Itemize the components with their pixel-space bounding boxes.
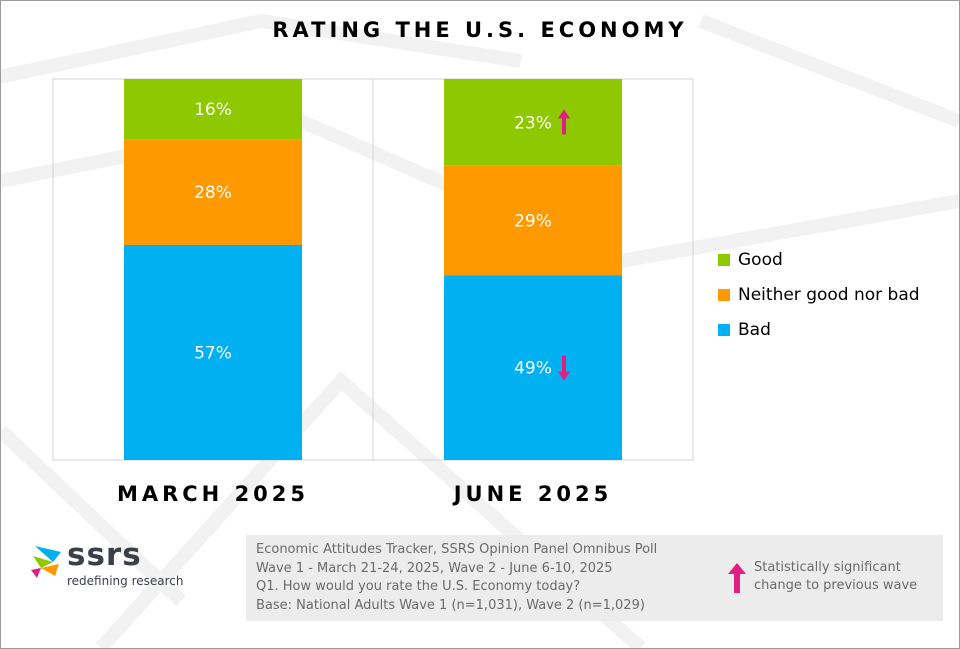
methodology-notes: Economic Attitudes Tracker, SSRS Opinion… [246, 535, 943, 621]
data-label-good-1: 23% [514, 113, 552, 133]
legend-swatch-good [718, 253, 730, 266]
legend-label-bad: Bad [738, 319, 771, 340]
data-label-neither-1: 29% [514, 211, 552, 231]
legend-swatch-neither [718, 288, 730, 301]
bar-segment-bad-1 [444, 275, 622, 460]
bar-segment-neither-1 [444, 165, 622, 276]
note-line-survey: Economic Attitudes Tracker, SSRS Opinion… [256, 542, 658, 557]
ssrs-logo: ssrs redefining research [31, 537, 231, 594]
data-label-bad-0: 57% [194, 343, 232, 363]
significance-key-text: Statistically significant change to prev… [754, 560, 918, 593]
legend-item-neither: Neither good nor bad [718, 277, 920, 312]
category-label-1: JUNE 2025 [452, 482, 613, 506]
bar-segment-neither-0 [124, 139, 302, 245]
logo-tagline: redefining research [67, 574, 184, 588]
legend-item-good: Good [718, 242, 920, 277]
logo-wordmark: ssrs [67, 537, 142, 573]
note-lines: Economic Attitudes Tracker, SSRS Opinion… [256, 541, 657, 615]
bar-segment-good-1 [444, 79, 622, 166]
data-label-good-0: 16% [194, 100, 232, 120]
legend: Good Neither good nor bad Bad [718, 242, 920, 347]
legend-label-good: Good [738, 249, 783, 270]
category-label-0: MARCH 2025 [117, 482, 309, 506]
bar-segment-bad-0 [124, 244, 302, 460]
stacked-bar-chart: 16% 28% 57% 23% 29% 49% MARCH 2025 JUNE 2025 [52, 78, 694, 506]
significance-down-arrow-icon [558, 355, 570, 381]
bar-segment-good-0 [124, 79, 302, 140]
significance-up-arrow-icon [558, 109, 570, 135]
note-line-question: Q1. How would you rate the U.S. Economy … [256, 579, 581, 594]
legend-label-neither: Neither good nor bad [738, 284, 920, 305]
data-label-bad-1: 49% [514, 359, 552, 379]
legend-swatch-bad [718, 323, 730, 336]
note-line-base: Base: National Adults Wave 1 (n=1,031), … [256, 597, 645, 613]
ssrs-logo-icon [31, 546, 61, 578]
chart-title: RATING THE U.S. ECONOMY [272, 18, 688, 42]
legend-item-bad: Bad [718, 312, 920, 347]
note-line-waves: Wave 1 - March 21-24, 2025, Wave 2 - Jun… [256, 560, 613, 576]
up-arrow-icon [728, 563, 746, 593]
data-label-neither-0: 28% [194, 183, 232, 203]
